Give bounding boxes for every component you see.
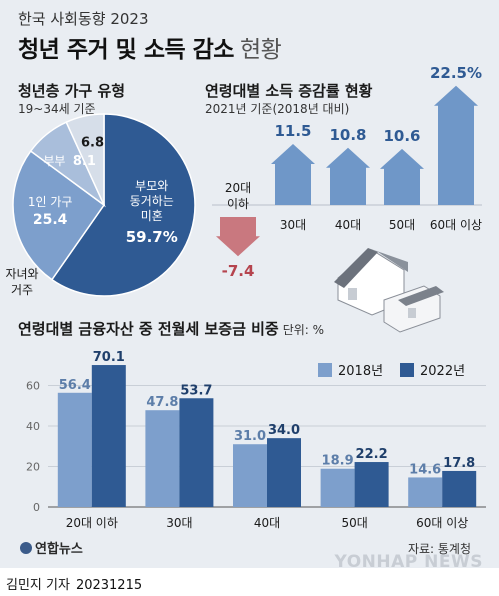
bar-2022년 [354, 462, 389, 507]
bar-value-label: 70.1 [93, 350, 125, 365]
agency-name: 연합뉴스 [35, 542, 83, 557]
income-chart-subtitle: 2021년 기준(2018년 대비) [205, 102, 350, 116]
x-category-label: 30대 [166, 516, 192, 530]
pie-slice-label: 미혼 [141, 209, 163, 223]
legend-swatch [318, 363, 332, 377]
income-category-label: 50대 [389, 218, 415, 232]
deposit-chart-title: 연령대별 금융자산 중 전월세 보증금 비중 단위: % [18, 318, 324, 339]
agency-logo: 연합뉴스 [20, 538, 83, 557]
pie-slice-label: 자녀와 [5, 267, 38, 281]
pie-slice [50, 113, 196, 297]
x-category-label: 20대 이하 [66, 516, 118, 530]
income-arrow [326, 147, 370, 205]
income-arrow [216, 217, 260, 257]
bar-value-label: 31.0 [234, 429, 266, 444]
pie-chart-title: 청년층 가구 유형 [18, 82, 126, 100]
income-arrow [380, 148, 424, 205]
pie-slice-label: 부모와 [135, 179, 168, 193]
income-arrow [271, 144, 315, 205]
pie-slice-value: 8.1 [73, 154, 96, 169]
x-category-label: 40대 [254, 516, 280, 530]
y-tick-label: 60 [26, 380, 40, 393]
bar-value-label: 53.7 [180, 383, 212, 398]
reporter-name: 김민지 기자 [6, 578, 70, 593]
income-arrow [434, 85, 478, 205]
legend-label: 2022년 [420, 364, 465, 379]
bar-value-label: 34.0 [268, 423, 300, 438]
pie-chart-subtitle: 19~34세 기준 [18, 102, 96, 116]
income-category-label: 40대 [335, 218, 361, 232]
bar-2022년 [179, 398, 214, 507]
supertitle: 한국 사회동향 2023 [18, 10, 149, 28]
income-value: 11.5 [274, 122, 311, 140]
publish-date: 20231215 [75, 578, 143, 593]
income-category-label: 이하 [227, 197, 249, 211]
source-note: 자료: 통계청 [407, 542, 471, 556]
bar-2018년 [320, 468, 355, 507]
income-category-label: 30대 [280, 218, 306, 232]
income-value: -7.4 [222, 262, 255, 280]
bar-value-label: 56.4 [59, 378, 91, 393]
bar-2018년 [57, 392, 92, 507]
income-category-label: 20대 [225, 181, 251, 195]
bar-2022년 [91, 365, 126, 507]
y-tick-label: 20 [26, 461, 40, 474]
bar-2022년 [442, 470, 477, 507]
income-value: 22.5% [430, 64, 482, 82]
bar-value-label: 47.8 [146, 395, 178, 410]
legend-swatch [400, 363, 414, 377]
pie-slice-label: 동거하는 [130, 194, 174, 208]
deposit-bar-chart: 0 20 40 60 56.470.1 20대 이하 47.853.7 30대 31.0 34.0… [26, 350, 486, 530]
watermark: YONHAP NEWS [334, 552, 483, 572]
deposit-chart-title-text: 연령대별 금융자산 중 전월세 보증금 비중 [18, 320, 279, 338]
legend-label: 2018년 [338, 364, 383, 379]
bar-2022년 [267, 438, 301, 507]
bar-2018년 [145, 410, 180, 507]
pie-slice [12, 150, 106, 281]
agency-logo-icon [20, 542, 32, 554]
bar-value-label: 22.2 [356, 447, 388, 462]
bar-value-label: 18.9 [322, 454, 354, 469]
pie-slice-label: 거주 [11, 283, 33, 297]
pie-slice-label: 1인 가구 [28, 195, 73, 209]
page-title: 청년 주거 및 소득 감소 현황 [18, 30, 282, 64]
title-main: 청년 주거 및 소득 감소 [18, 37, 234, 63]
bar-value-label: 17.8 [443, 456, 475, 471]
pie-slice-value: 6.8 [81, 136, 104, 151]
x-category-label: 60대 이상 [416, 516, 468, 530]
pie-slice-label: 부부 [43, 154, 65, 168]
bar-2018년 [233, 444, 267, 507]
title-suffix: 현황 [239, 37, 282, 63]
pie-slice [65, 113, 105, 206]
income-chart-title: 연령대별 소득 증감률 현황 [205, 82, 373, 100]
bar-value-label: 14.6 [409, 462, 441, 477]
pie-slice-value: 25.4 [33, 212, 68, 228]
y-tick-label: 0 [33, 501, 40, 514]
income-value: 10.6 [383, 127, 420, 145]
income-value: 10.8 [329, 126, 366, 144]
house-illustration [334, 248, 444, 333]
pie-slice-value: 59.7% [126, 228, 178, 246]
byline: 김민지 기자 20231215 [6, 574, 142, 593]
y-tick-label: 40 [26, 420, 40, 433]
income-category-label: 60대 이상 [430, 218, 482, 232]
bar-2018년 [408, 477, 443, 507]
x-category-label: 50대 [341, 516, 367, 530]
deposit-chart-unit: 단위: % [282, 323, 325, 337]
